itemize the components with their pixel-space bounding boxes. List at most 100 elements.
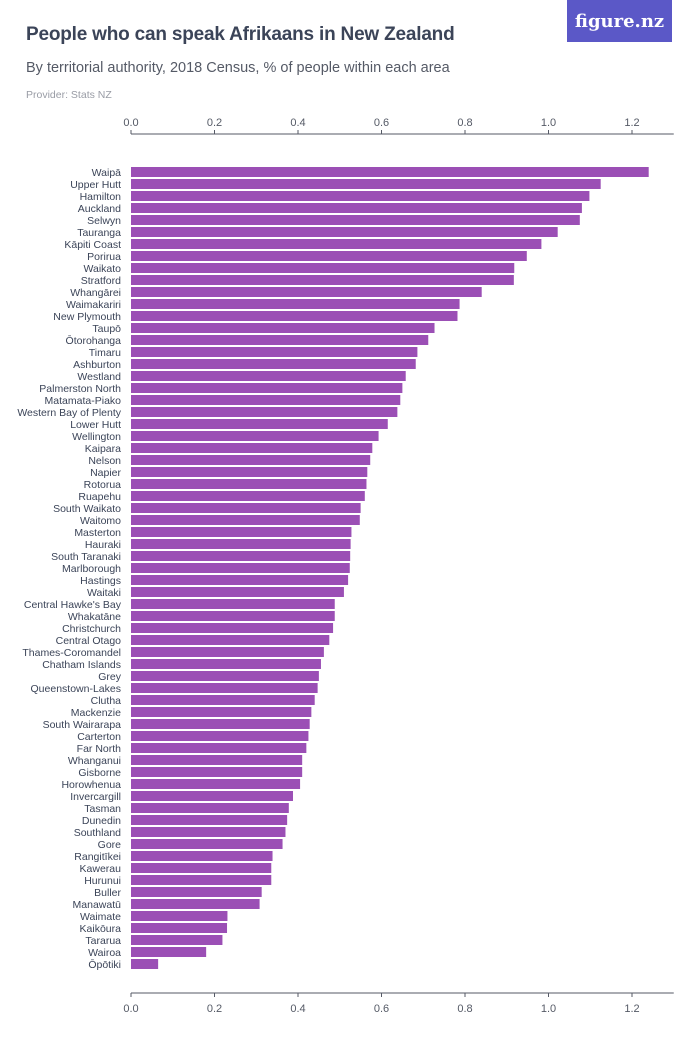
category-label: Whakatāne [68, 611, 121, 623]
bar [131, 515, 360, 525]
bar [131, 695, 315, 705]
category-label: Queenstown-Lakes [31, 683, 121, 695]
category-label: Manawatū [73, 899, 122, 911]
bar [131, 467, 368, 477]
x-tick-label-bottom: 1.2 [624, 1003, 639, 1015]
bar [131, 959, 159, 969]
category-label: Whangārei [70, 287, 121, 299]
category-label: Selwyn [87, 215, 121, 227]
bar [131, 371, 406, 381]
bar [131, 575, 349, 585]
category-label: Central Otago [56, 635, 122, 647]
category-label: Lower Hutt [70, 419, 121, 431]
category-label: Porirua [87, 251, 121, 263]
category-label: Waimate [80, 911, 121, 923]
bar [131, 287, 482, 297]
bar [131, 827, 286, 837]
x-tick-label-top: 0.4 [290, 117, 305, 129]
bar [131, 563, 350, 573]
bar [131, 791, 293, 801]
category-label: Taupō [92, 323, 121, 335]
bar [131, 539, 351, 549]
bar [131, 551, 351, 561]
data-provider: Provider: Stats NZ [26, 89, 112, 101]
x-tick-label-bottom: 0.6 [374, 1003, 389, 1015]
bar [131, 239, 542, 249]
category-label: Ruapehu [78, 491, 121, 503]
category-label: Upper Hutt [70, 179, 121, 191]
category-label: Timaru [89, 347, 121, 359]
category-label: Waikato [83, 263, 121, 275]
bar [131, 491, 365, 501]
category-label: South Wairarapa [43, 719, 122, 731]
bar [131, 887, 262, 897]
bar [131, 527, 352, 537]
bar [131, 191, 590, 201]
category-label: Tararua [85, 935, 121, 947]
category-label: Dunedin [82, 815, 121, 827]
x-tick-label-bottom: 0.2 [207, 1003, 222, 1015]
bar [131, 671, 319, 681]
category-label: Hamilton [80, 191, 122, 203]
x-tick-label-bottom: 1.0 [541, 1003, 556, 1015]
category-label: Tasman [84, 803, 121, 815]
x-tick-label-top: 1.2 [624, 117, 639, 129]
x-tick-label-top: 0.8 [457, 117, 472, 129]
category-label: Grey [98, 671, 122, 683]
bar [131, 935, 223, 945]
bar [131, 503, 361, 513]
category-label: New Plymouth [53, 311, 121, 323]
category-label: Westland [77, 371, 121, 383]
bar [131, 359, 416, 369]
bar [131, 275, 514, 285]
category-label: Invercargill [70, 791, 121, 803]
category-label: Ōtorohanga [66, 335, 122, 347]
category-label: Nelson [88, 455, 121, 467]
bar [131, 419, 388, 429]
category-label: Whanganui [68, 755, 121, 767]
category-label: Waimakariri [66, 299, 121, 311]
bar [131, 215, 580, 225]
category-label: Central Hawke's Bay [24, 599, 122, 611]
bar [131, 179, 601, 189]
category-label: Ashburton [73, 359, 121, 371]
bar [131, 227, 558, 237]
bar [131, 743, 307, 753]
bar [131, 479, 367, 489]
bar [131, 647, 324, 657]
bar [131, 707, 312, 717]
category-label: Waitomo [80, 515, 121, 527]
category-label: Kaipara [85, 443, 121, 455]
bar [131, 767, 303, 777]
category-label: South Waikato [53, 503, 121, 515]
category-label: Christchurch [62, 623, 121, 635]
figure-nz-logo[interactable]: figure.nz [567, 0, 672, 42]
category-label: Buller [94, 887, 121, 899]
bar [131, 443, 373, 453]
x-tick-label-bottom: 0.8 [457, 1003, 472, 1015]
chart-title: People who can speak Afrikaans in New Ze… [26, 24, 455, 45]
bar [131, 635, 330, 645]
category-label: Napier [90, 467, 121, 479]
bar [131, 311, 458, 321]
bar [131, 779, 301, 789]
bar [131, 587, 344, 597]
category-label: Gore [98, 839, 122, 851]
category-label: Kāpiti Coast [64, 239, 121, 251]
bar [131, 623, 334, 633]
bar [131, 203, 582, 213]
bar [131, 839, 283, 849]
bar [131, 923, 228, 933]
category-label: Kawerau [80, 863, 122, 875]
category-label: Rangitīkei [74, 851, 121, 863]
x-tick-label-bottom: 0.0 [123, 1003, 138, 1015]
bar [131, 863, 272, 873]
bar [131, 659, 321, 669]
bar [131, 875, 272, 885]
x-tick-label-top: 0.2 [207, 117, 222, 129]
bar [131, 899, 260, 909]
category-label: Hastings [80, 575, 121, 587]
category-label: Auckland [78, 203, 121, 215]
bar [131, 815, 288, 825]
bar [131, 323, 435, 333]
